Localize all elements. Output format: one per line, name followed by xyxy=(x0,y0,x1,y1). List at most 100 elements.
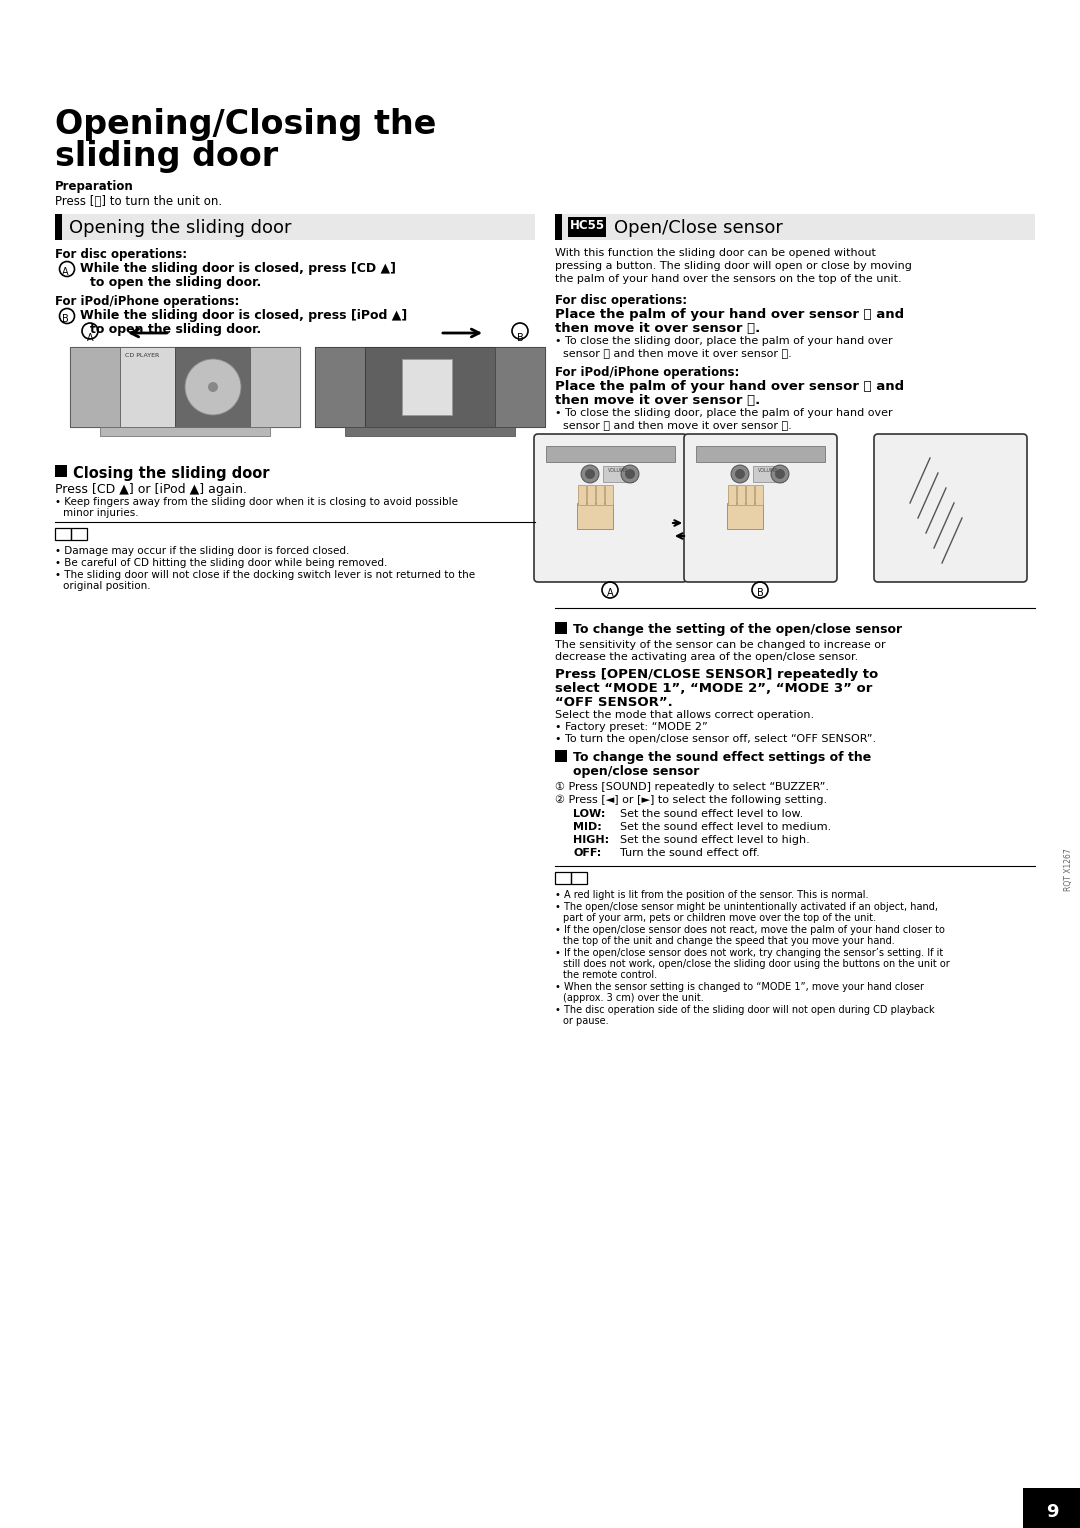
Text: B: B xyxy=(757,588,764,597)
Text: open/close sensor: open/close sensor xyxy=(573,766,700,778)
FancyBboxPatch shape xyxy=(534,434,687,582)
Text: Select the mode that allows correct operation.: Select the mode that allows correct oper… xyxy=(555,711,814,720)
Text: Place the palm of your hand over sensor Ⓑ and: Place the palm of your hand over sensor … xyxy=(555,309,904,321)
Text: part of your arm, pets or children move over the top of the unit.: part of your arm, pets or children move … xyxy=(563,914,876,923)
Text: Preparation: Preparation xyxy=(55,180,134,193)
Text: VOLUME: VOLUME xyxy=(758,468,779,474)
Text: For disc operations:: For disc operations: xyxy=(555,293,687,307)
Bar xyxy=(746,484,754,504)
Bar xyxy=(555,622,567,634)
Text: B: B xyxy=(62,313,68,324)
Text: decrease the activating area of the open/close sensor.: decrease the activating area of the open… xyxy=(555,652,859,662)
Bar xyxy=(755,484,762,504)
Text: • If the open/close sensor does not react, move the palm of your hand closer to: • If the open/close sensor does not reac… xyxy=(555,924,945,935)
Text: • The open/close sensor might be unintentionally activated if an object, hand,: • The open/close sensor might be uninten… xyxy=(555,902,939,912)
Text: (approx. 3 cm) over the unit.: (approx. 3 cm) over the unit. xyxy=(563,993,704,1002)
Text: To change the setting of the open/close sensor: To change the setting of the open/close … xyxy=(573,623,902,636)
Bar xyxy=(571,872,588,885)
Bar xyxy=(696,446,825,461)
Circle shape xyxy=(625,469,635,478)
Text: minor injuries.: minor injuries. xyxy=(63,507,138,518)
Text: 9: 9 xyxy=(1045,1504,1058,1520)
Text: ② Press [◄] or [►] to select the following setting.: ② Press [◄] or [►] to select the followi… xyxy=(555,795,827,805)
Bar xyxy=(578,484,586,504)
Text: • To turn the open/close sensor off, select “OFF SENSOR”.: • To turn the open/close sensor off, sel… xyxy=(555,733,876,744)
Text: Set the sound effect level to low.: Set the sound effect level to low. xyxy=(620,808,804,819)
Bar xyxy=(100,426,270,435)
Circle shape xyxy=(185,359,241,416)
Text: Open/Close sensor: Open/Close sensor xyxy=(615,219,783,237)
Bar xyxy=(577,503,613,529)
Text: To change the sound effect settings of the: To change the sound effect settings of t… xyxy=(573,750,872,764)
Text: select “MODE 1”, “MODE 2”, “MODE 3” or: select “MODE 1”, “MODE 2”, “MODE 3” or xyxy=(555,681,873,695)
Bar xyxy=(727,503,762,529)
Text: LOW:: LOW: xyxy=(573,808,606,819)
Text: • If the open/close sensor does not work, try changing the sensor’s setting. If : • If the open/close sensor does not work… xyxy=(555,947,943,958)
Text: • The sliding door will not close if the docking switch lever is not returned to: • The sliding door will not close if the… xyxy=(55,570,475,581)
Text: the remote control.: the remote control. xyxy=(563,970,657,979)
Bar xyxy=(753,466,783,481)
Bar xyxy=(495,347,545,426)
Text: • A red light is lit from the position of the sensor. This is normal.: • A red light is lit from the position o… xyxy=(555,889,868,900)
Text: to open the sliding door.: to open the sliding door. xyxy=(90,277,261,289)
Text: Press [OPEN/CLOSE SENSOR] repeatedly to: Press [OPEN/CLOSE SENSOR] repeatedly to xyxy=(555,668,878,681)
Circle shape xyxy=(208,382,218,393)
Text: • Be careful of CD hitting the sliding door while being removed.: • Be careful of CD hitting the sliding d… xyxy=(55,558,388,568)
Circle shape xyxy=(775,469,785,478)
Text: or pause.: or pause. xyxy=(563,1016,609,1025)
Text: OFF:: OFF: xyxy=(573,848,602,859)
Text: • The disc operation side of the sliding door will not open during CD playback: • The disc operation side of the sliding… xyxy=(555,1005,934,1015)
Text: RQT X1267: RQT X1267 xyxy=(1064,848,1072,891)
FancyBboxPatch shape xyxy=(684,434,837,582)
Text: With this function the sliding door can be opened without: With this function the sliding door can … xyxy=(555,248,876,258)
Text: • Damage may occur if the sliding door is forced closed.: • Damage may occur if the sliding door i… xyxy=(55,545,349,556)
Circle shape xyxy=(581,465,599,483)
Text: • To close the sliding door, place the palm of your hand over: • To close the sliding door, place the p… xyxy=(555,336,893,345)
Text: still does not work, open/close the sliding door using the buttons on the unit o: still does not work, open/close the slid… xyxy=(563,960,949,969)
Text: Set the sound effect level to medium.: Set the sound effect level to medium. xyxy=(620,822,832,833)
Text: Press [ⓘ] to turn the unit on.: Press [ⓘ] to turn the unit on. xyxy=(55,196,222,208)
Bar xyxy=(737,484,745,504)
Bar xyxy=(365,347,495,426)
Text: Turn the sound effect off.: Turn the sound effect off. xyxy=(620,848,759,859)
Bar xyxy=(603,466,633,481)
Text: While the sliding door is closed, press [iPod ▲]: While the sliding door is closed, press … xyxy=(80,309,407,322)
Text: then move it over sensor Ⓐ.: then move it over sensor Ⓐ. xyxy=(555,322,760,335)
Bar xyxy=(568,217,606,237)
Bar xyxy=(555,214,1035,240)
Text: The sensitivity of the sensor can be changed to increase or: The sensitivity of the sensor can be cha… xyxy=(555,640,886,649)
Text: the top of the unit and change the speed that you move your hand.: the top of the unit and change the speed… xyxy=(563,937,894,946)
Bar xyxy=(1023,1488,1080,1528)
Bar xyxy=(70,347,120,426)
Text: A: A xyxy=(607,588,613,597)
Bar xyxy=(588,484,595,504)
Text: VOLUME: VOLUME xyxy=(608,468,629,474)
Bar xyxy=(315,347,365,426)
Circle shape xyxy=(771,465,789,483)
Text: Opening the sliding door: Opening the sliding door xyxy=(69,219,292,237)
Circle shape xyxy=(621,465,639,483)
Bar xyxy=(249,347,300,426)
Text: to open the sliding door.: to open the sliding door. xyxy=(90,322,261,336)
Circle shape xyxy=(585,469,595,478)
Text: B: B xyxy=(516,333,524,342)
Text: sliding door: sliding door xyxy=(55,141,279,173)
Text: sensor Ⓑ and then move it over sensor Ⓐ.: sensor Ⓑ and then move it over sensor Ⓐ. xyxy=(563,420,792,429)
Bar xyxy=(55,465,67,477)
Text: sensor Ⓐ and then move it over sensor Ⓑ.: sensor Ⓐ and then move it over sensor Ⓑ. xyxy=(563,348,792,358)
Bar xyxy=(555,750,567,762)
Bar xyxy=(345,426,515,435)
Text: Opening/Closing the: Opening/Closing the xyxy=(55,108,436,141)
Bar xyxy=(55,214,62,240)
Text: • Factory preset: “MODE 2”: • Factory preset: “MODE 2” xyxy=(555,723,707,732)
Text: A: A xyxy=(62,267,68,277)
Text: For iPod/iPhone operations:: For iPod/iPhone operations: xyxy=(55,295,240,309)
Text: • Keep fingers away from the sliding door when it is closing to avoid possible: • Keep fingers away from the sliding doo… xyxy=(55,497,458,507)
Bar xyxy=(402,359,453,416)
Text: CD PLAYER: CD PLAYER xyxy=(125,353,159,358)
Circle shape xyxy=(735,469,745,478)
Bar xyxy=(70,347,300,426)
Text: then move it over sensor Ⓑ.: then move it over sensor Ⓑ. xyxy=(555,394,760,406)
Text: Set the sound effect level to high.: Set the sound effect level to high. xyxy=(620,834,810,845)
Text: HIGH:: HIGH: xyxy=(573,834,609,845)
